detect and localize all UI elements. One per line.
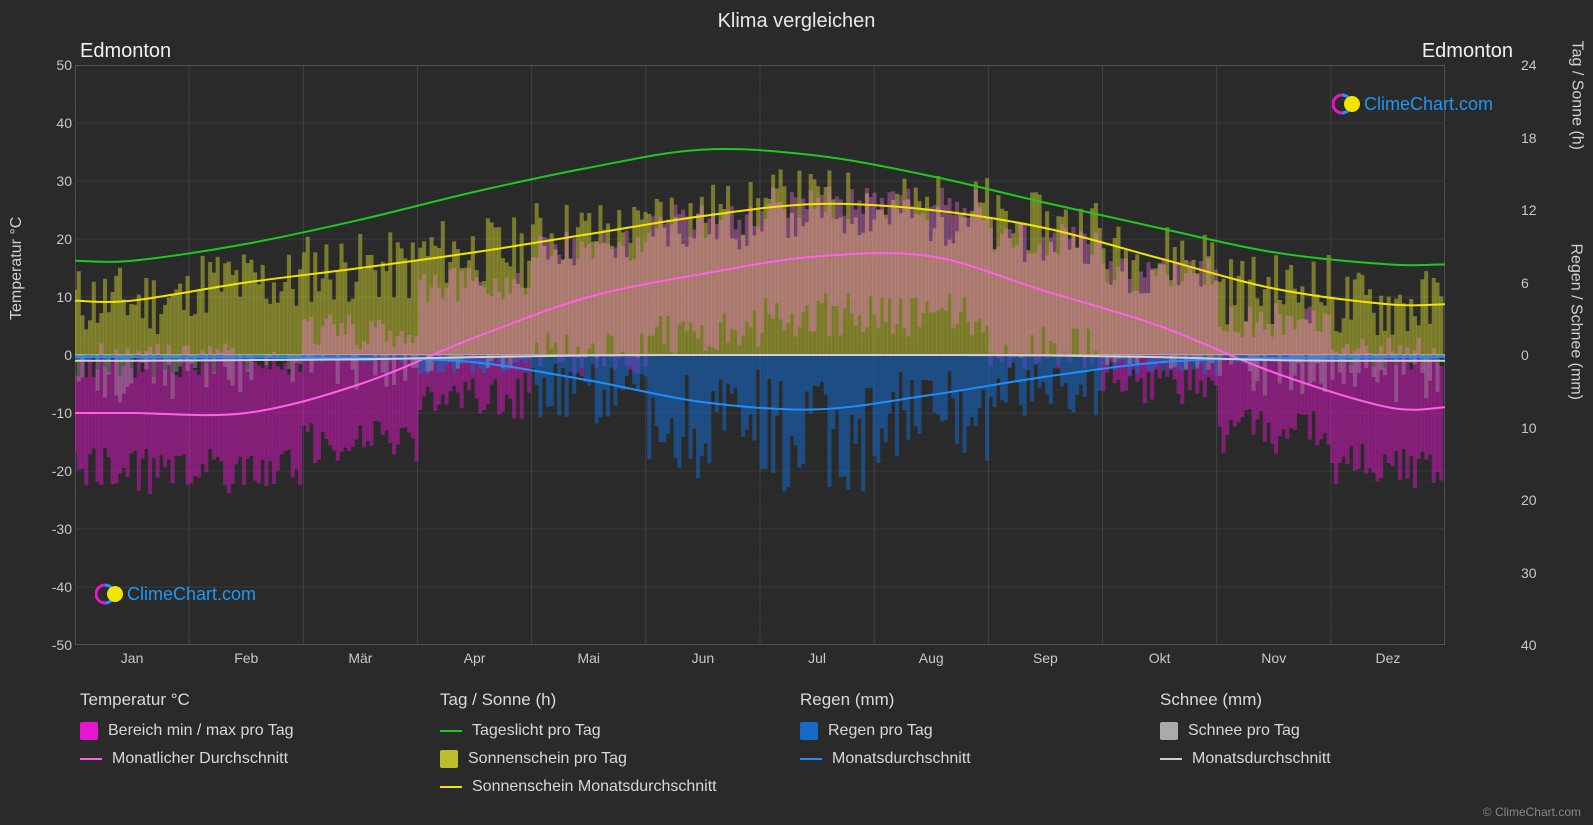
y-tick-left: -20 — [42, 463, 72, 479]
legend: Temperatur °C Bereich min / max pro Tag Mo… — [80, 690, 1520, 806]
legend-header: Tag / Sonne (h) — [440, 690, 800, 710]
chart-title: Klima vergleichen — [0, 0, 1593, 37]
x-tick-month: Jun — [683, 650, 723, 666]
location-right-label: Edmonton — [1422, 40, 1513, 63]
logo-text: ClimeChart.com — [1364, 94, 1493, 115]
y-axis-right-bottom-label: Regen / Schnee (mm) — [1567, 243, 1585, 400]
legend-swatch — [800, 722, 818, 740]
legend-label: Schnee pro Tag — [1188, 722, 1300, 740]
legend-swatch — [80, 722, 98, 740]
legend-header: Regen (mm) — [800, 690, 1160, 710]
location-left-label: Edmonton — [80, 40, 171, 63]
logo-bottom-left: ClimeChart.com — [95, 580, 256, 608]
x-tick-month: Nov — [1254, 650, 1294, 666]
legend-swatch — [800, 758, 822, 760]
legend-item: Monatsdurchschnitt — [800, 750, 1160, 768]
y-tick-left: -30 — [42, 521, 72, 537]
legend-item: Regen pro Tag — [800, 722, 1160, 740]
y-tick-left: 20 — [42, 231, 72, 247]
legend-item: Tageslicht pro Tag — [440, 722, 800, 740]
legend-column: Temperatur °C Bereich min / max pro Tag Mo… — [80, 690, 440, 806]
y-tick-right-top: 6 — [1521, 275, 1551, 291]
y-axis-left-label: Temperatur °C — [8, 217, 26, 320]
y-tick-right-bottom: 30 — [1521, 565, 1551, 581]
y-tick-right-bottom: 10 — [1521, 420, 1551, 436]
y-tick-left: 50 — [42, 57, 72, 73]
legend-item: Sonnenschein Monatsdurchschnitt — [440, 778, 800, 796]
y-tick-left: 40 — [42, 115, 72, 131]
chart-area — [75, 65, 1445, 645]
y-tick-right-top: 18 — [1521, 130, 1551, 146]
legend-label: Tageslicht pro Tag — [472, 722, 601, 740]
x-tick-month: Mai — [569, 650, 609, 666]
y-tick-right-top: 0 — [1521, 347, 1551, 363]
x-tick-month: Feb — [226, 650, 266, 666]
legend-item: Monatlicher Durchschnitt — [80, 750, 440, 768]
legend-swatch — [440, 750, 458, 768]
logo-top-right: ClimeChart.com — [1332, 90, 1493, 118]
y-tick-right-top: 24 — [1521, 57, 1551, 73]
legend-label: Monatlicher Durchschnitt — [112, 750, 288, 768]
legend-swatch — [80, 758, 102, 760]
copyright: © ClimeChart.com — [1483, 805, 1581, 819]
x-tick-month: Aug — [911, 650, 951, 666]
legend-label: Monatsdurchschnitt — [1192, 750, 1331, 768]
x-tick-month: Sep — [1025, 650, 1065, 666]
logo-icon — [95, 580, 123, 608]
legend-label: Sonnenschein Monatsdurchschnitt — [472, 778, 717, 796]
y-tick-right-top: 12 — [1521, 202, 1551, 218]
legend-swatch — [1160, 722, 1178, 740]
legend-swatch — [1160, 758, 1182, 760]
y-tick-left: -50 — [42, 637, 72, 653]
legend-label: Bereich min / max pro Tag — [108, 722, 294, 740]
x-tick-month: Mär — [340, 650, 380, 666]
logo-text: ClimeChart.com — [127, 584, 256, 605]
x-tick-month: Dez — [1368, 650, 1408, 666]
x-tick-month: Jul — [797, 650, 837, 666]
y-tick-left: -10 — [42, 405, 72, 421]
legend-item: Monatsdurchschnitt — [1160, 750, 1520, 768]
y-tick-left: 30 — [42, 173, 72, 189]
chart-svg — [75, 65, 1445, 645]
y-tick-left: -40 — [42, 579, 72, 595]
legend-item: Bereich min / max pro Tag — [80, 722, 440, 740]
legend-header: Schnee (mm) — [1160, 690, 1520, 710]
y-tick-right-bottom: 20 — [1521, 492, 1551, 508]
legend-column: Regen (mm) Regen pro Tag Monatsdurchschnit… — [800, 690, 1160, 806]
x-tick-month: Okt — [1140, 650, 1180, 666]
legend-header: Temperatur °C — [80, 690, 440, 710]
logo-icon — [1332, 90, 1360, 118]
y-tick-right-bottom: 40 — [1521, 637, 1551, 653]
legend-swatch — [440, 786, 462, 788]
legend-column: Schnee (mm) Schnee pro Tag Monatsdurchschn… — [1160, 690, 1520, 806]
legend-swatch — [440, 730, 462, 732]
x-tick-month: Jan — [112, 650, 152, 666]
legend-item: Schnee pro Tag — [1160, 722, 1520, 740]
y-tick-left: 10 — [42, 289, 72, 305]
legend-label: Monatsdurchschnitt — [832, 750, 971, 768]
legend-column: Tag / Sonne (h) Tageslicht pro Tag Sonnens… — [440, 690, 800, 806]
x-tick-month: Apr — [455, 650, 495, 666]
legend-label: Sonnenschein pro Tag — [468, 750, 627, 768]
legend-item: Sonnenschein pro Tag — [440, 750, 800, 768]
y-axis-right-top-label: Tag / Sonne (h) — [1567, 41, 1585, 150]
y-tick-left: 0 — [42, 347, 72, 363]
legend-label: Regen pro Tag — [828, 722, 933, 740]
